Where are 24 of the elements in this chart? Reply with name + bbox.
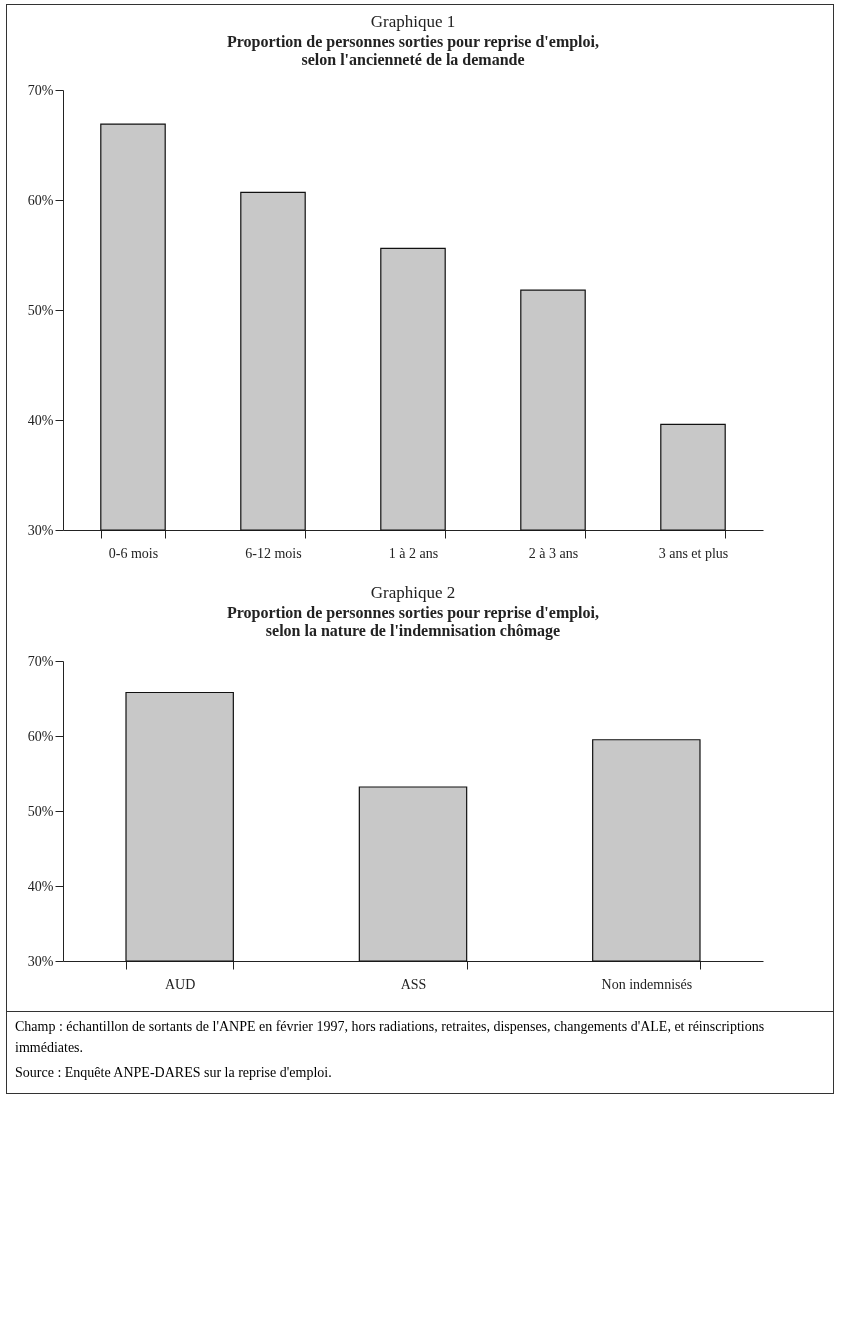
y-tick-label: 50%: [27, 803, 54, 819]
chart-title: Graphique 1: [370, 12, 456, 31]
x-tick-label: AUD: [164, 976, 196, 992]
x-tick-label: 0-6 mois: [108, 545, 159, 561]
y-tick-label: 50%: [27, 302, 54, 318]
x-tick-label: Non indemnisés: [601, 976, 693, 992]
x-tick-label: 3 ans et plus: [658, 545, 729, 561]
y-tick-label: 70%: [27, 653, 54, 669]
y-tick-label: 40%: [27, 878, 54, 894]
text: Champ : échantillon de sortants de l'ANPE en février 1997, hors radiations, retraites, dispenses, changements d'ALE, et réinscriptions immédiates.: [15, 1018, 766, 1057]
x-tick-label: 1 à 2 ans: [388, 545, 439, 561]
x-tick-label: 6-12 mois: [245, 545, 302, 561]
y-tick-label: 30%: [27, 522, 54, 538]
y-tick-label: 60%: [27, 728, 54, 744]
x-tick-label: 2 à 3 ans: [528, 545, 579, 561]
source-note: Source : Enquête ANPE-DARES sur la reprise d'emploi.: [15, 1064, 333, 1082]
chart-subtitle: Proportion de personnes sorties pour reprise d'emploi, selon l'ancienneté de la demande: [227, 33, 599, 68]
y-tick-label: 30%: [27, 953, 54, 969]
y-tick-label: 70%: [27, 82, 54, 98]
chart-title: Graphique 2: [370, 583, 456, 602]
y-tick-label: 60%: [27, 192, 54, 208]
x-tick-label: ASS: [400, 976, 427, 992]
chart-subtitle: Proportion de personnes sorties pour reprise d'emploi, selon la nature de l'indemnisation chômage: [227, 604, 599, 640]
y-tick-label: 40%: [27, 412, 54, 428]
